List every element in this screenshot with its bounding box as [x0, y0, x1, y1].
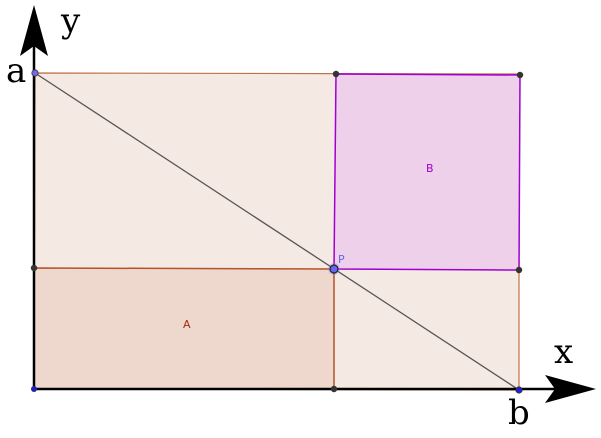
point-a[interactable] [31, 69, 39, 77]
y-axis-label: y [60, 1, 81, 41]
vertex-point[interactable] [515, 266, 523, 274]
y-axis-arrow-icon [20, 5, 48, 56]
x-axis-arrow-icon [545, 375, 596, 403]
point-b[interactable] [515, 386, 523, 394]
region-b-label: B [426, 162, 434, 175]
point-b-label: b [508, 393, 530, 433]
x-axis-label: x [554, 332, 573, 372]
point-p-label: P [338, 253, 345, 266]
point-a-label: a [6, 51, 26, 91]
region-a-label: A [183, 318, 191, 331]
diagonal-line [34, 72, 520, 391]
vertex-points [30, 70, 524, 393]
vertex-point[interactable] [516, 71, 524, 79]
vertex-point[interactable] [31, 386, 37, 392]
vertex-point[interactable] [332, 70, 340, 78]
vertex-point[interactable] [330, 385, 338, 393]
vertex-point[interactable] [30, 264, 38, 272]
point-p[interactable] [329, 264, 339, 274]
